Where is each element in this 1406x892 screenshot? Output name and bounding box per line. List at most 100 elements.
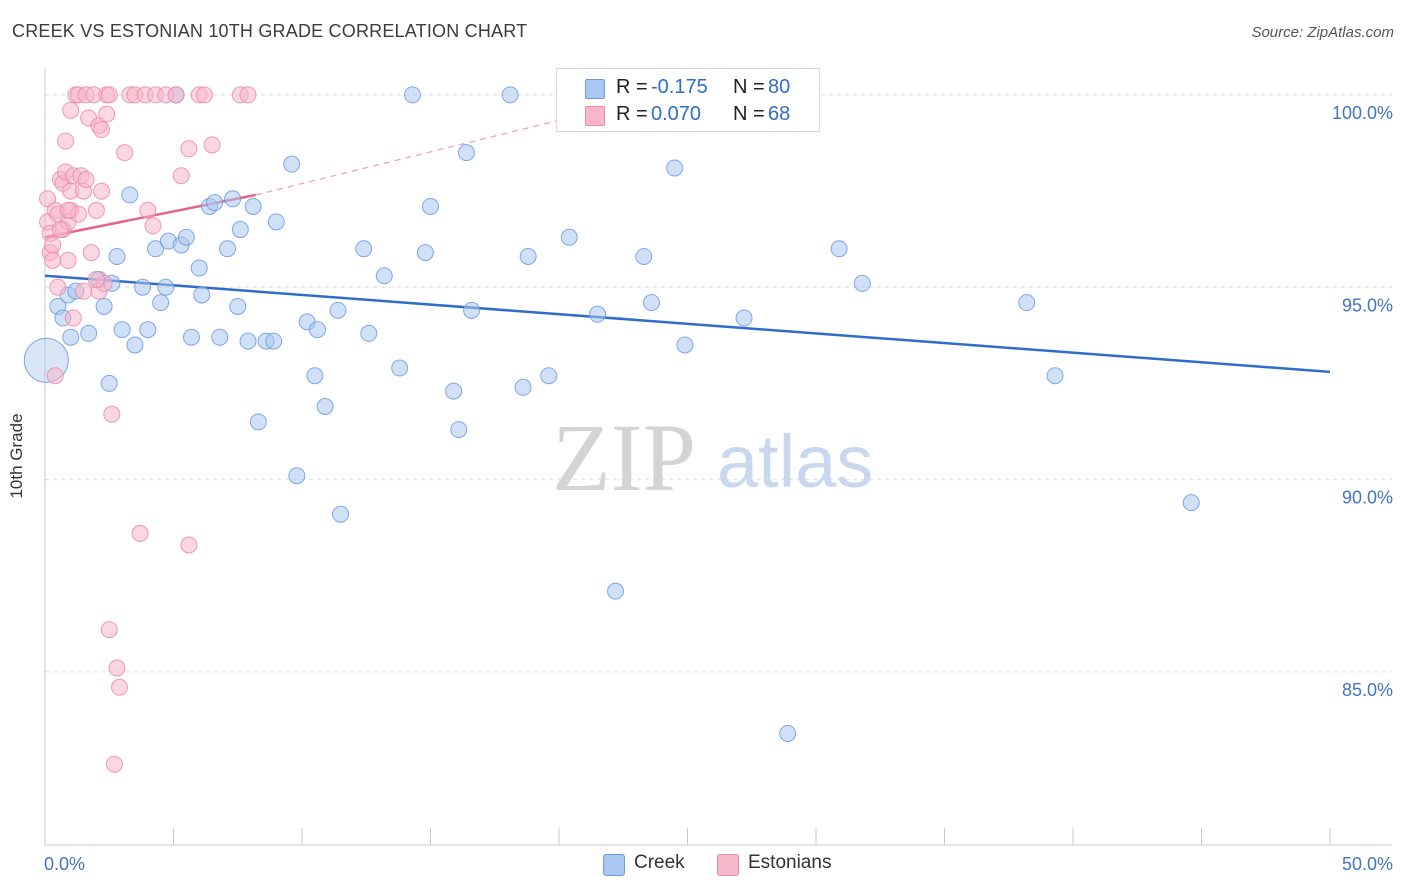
estonians-point[interactable] <box>98 105 116 123</box>
creek-point[interactable] <box>206 194 224 212</box>
estonians-point[interactable] <box>75 282 93 300</box>
estonians-point[interactable] <box>103 405 121 423</box>
creek-point[interactable] <box>308 321 326 339</box>
creek-point[interactable] <box>589 305 607 323</box>
estonians-point[interactable] <box>105 755 123 773</box>
estonians-point[interactable] <box>108 659 126 677</box>
creek-point[interactable] <box>450 421 468 439</box>
estonians-point[interactable] <box>77 171 95 189</box>
estonians-point[interactable] <box>131 524 149 542</box>
creek-point[interactable] <box>95 297 113 315</box>
creek-point[interactable] <box>218 240 236 258</box>
estonians-point[interactable] <box>62 101 80 119</box>
creek-point[interactable] <box>560 228 578 246</box>
creek-point[interactable] <box>666 159 684 177</box>
creek-point[interactable] <box>355 240 373 258</box>
creek-point[interactable] <box>735 309 753 327</box>
estonians-point[interactable] <box>139 201 157 219</box>
creek-point[interactable] <box>249 413 267 431</box>
creek-point[interactable] <box>1182 494 1200 512</box>
creek-point[interactable] <box>80 324 98 342</box>
creek-point[interactable] <box>514 378 532 396</box>
creek-point[interactable] <box>113 321 131 339</box>
creek-point[interactable] <box>193 286 211 304</box>
creek-point[interactable] <box>416 244 434 262</box>
creek-point[interactable] <box>463 301 481 319</box>
creek-point[interactable] <box>126 336 144 354</box>
creek-point[interactable] <box>635 247 653 265</box>
estonians-point[interactable] <box>46 367 64 385</box>
estonians-point[interactable] <box>59 201 77 219</box>
creek-point[interactable] <box>239 332 257 350</box>
creek-point[interactable] <box>288 467 306 485</box>
creek-point[interactable] <box>182 328 200 346</box>
estonians-point[interactable] <box>57 132 75 150</box>
creek-point[interactable] <box>265 332 283 350</box>
creek-point[interactable] <box>316 397 334 415</box>
creek-point[interactable] <box>1046 367 1064 385</box>
creek-point[interactable] <box>830 240 848 258</box>
creek-point[interactable] <box>422 197 439 215</box>
estonians-point[interactable] <box>172 167 190 185</box>
estonians-point[interactable] <box>87 271 105 289</box>
estonians-point[interactable] <box>100 86 118 104</box>
estonians-point[interactable] <box>59 251 77 269</box>
estonians-point[interactable] <box>111 678 129 696</box>
creek-point[interactable] <box>244 197 262 215</box>
estonians-point[interactable] <box>87 201 105 219</box>
creek-point[interactable] <box>332 505 350 523</box>
estonians-point[interactable] <box>116 144 134 162</box>
creek-point[interactable] <box>100 374 118 392</box>
creek-point[interactable] <box>283 155 301 173</box>
creek-point[interactable] <box>177 228 195 246</box>
creek-point[interactable] <box>779 724 797 742</box>
creek-point[interactable] <box>501 86 519 104</box>
estonians-point[interactable] <box>100 621 118 639</box>
estonians-point[interactable] <box>203 136 221 154</box>
creek-point[interactable] <box>445 382 463 400</box>
estonians-point[interactable] <box>49 278 67 296</box>
creek-point[interactable] <box>121 186 139 204</box>
creek-point[interactable] <box>229 297 247 315</box>
creek-point[interactable] <box>643 294 661 312</box>
creek-point[interactable] <box>224 190 242 208</box>
creek-point[interactable] <box>853 274 871 292</box>
estonians-point[interactable] <box>144 217 162 235</box>
creek-point[interactable] <box>211 328 229 346</box>
legend-n-value: 80 <box>768 76 791 98</box>
estonians-point[interactable] <box>44 236 62 254</box>
estonians-point[interactable] <box>51 221 69 239</box>
creek-point[interactable] <box>375 267 393 285</box>
creek-point[interactable] <box>139 321 157 339</box>
estonians-point[interactable] <box>44 251 62 269</box>
creek-point[interactable] <box>676 336 694 354</box>
estonians-point[interactable] <box>82 244 100 262</box>
creek-point[interactable] <box>329 301 347 319</box>
creek-point[interactable] <box>134 278 152 296</box>
estonians-point[interactable] <box>93 182 111 200</box>
estonians-point[interactable] <box>195 86 213 104</box>
creek-point[interactable] <box>391 359 409 377</box>
creek-point[interactable] <box>267 213 285 231</box>
creek-point[interactable] <box>157 278 175 296</box>
estonians-point[interactable] <box>93 121 111 139</box>
creek-point[interactable] <box>147 240 165 258</box>
creek-point[interactable] <box>190 259 208 277</box>
estonians-point[interactable] <box>239 86 257 104</box>
creek-point[interactable] <box>457 144 475 162</box>
creek-point[interactable] <box>152 294 170 312</box>
creek-point[interactable] <box>607 582 625 600</box>
creek-point[interactable] <box>540 367 558 385</box>
estonians-point[interactable] <box>180 536 198 554</box>
creek-point[interactable] <box>360 324 378 342</box>
creek-point[interactable] <box>306 367 324 385</box>
creek-point[interactable] <box>231 221 249 239</box>
creek-point[interactable] <box>519 247 537 265</box>
creek-point[interactable] <box>404 86 422 104</box>
estonians-point[interactable] <box>64 309 82 327</box>
estonians-point[interactable] <box>167 86 185 104</box>
creek-point[interactable] <box>62 328 80 346</box>
creek-point[interactable] <box>108 247 126 265</box>
creek-point[interactable] <box>1018 294 1036 312</box>
estonians-point[interactable] <box>180 140 198 158</box>
